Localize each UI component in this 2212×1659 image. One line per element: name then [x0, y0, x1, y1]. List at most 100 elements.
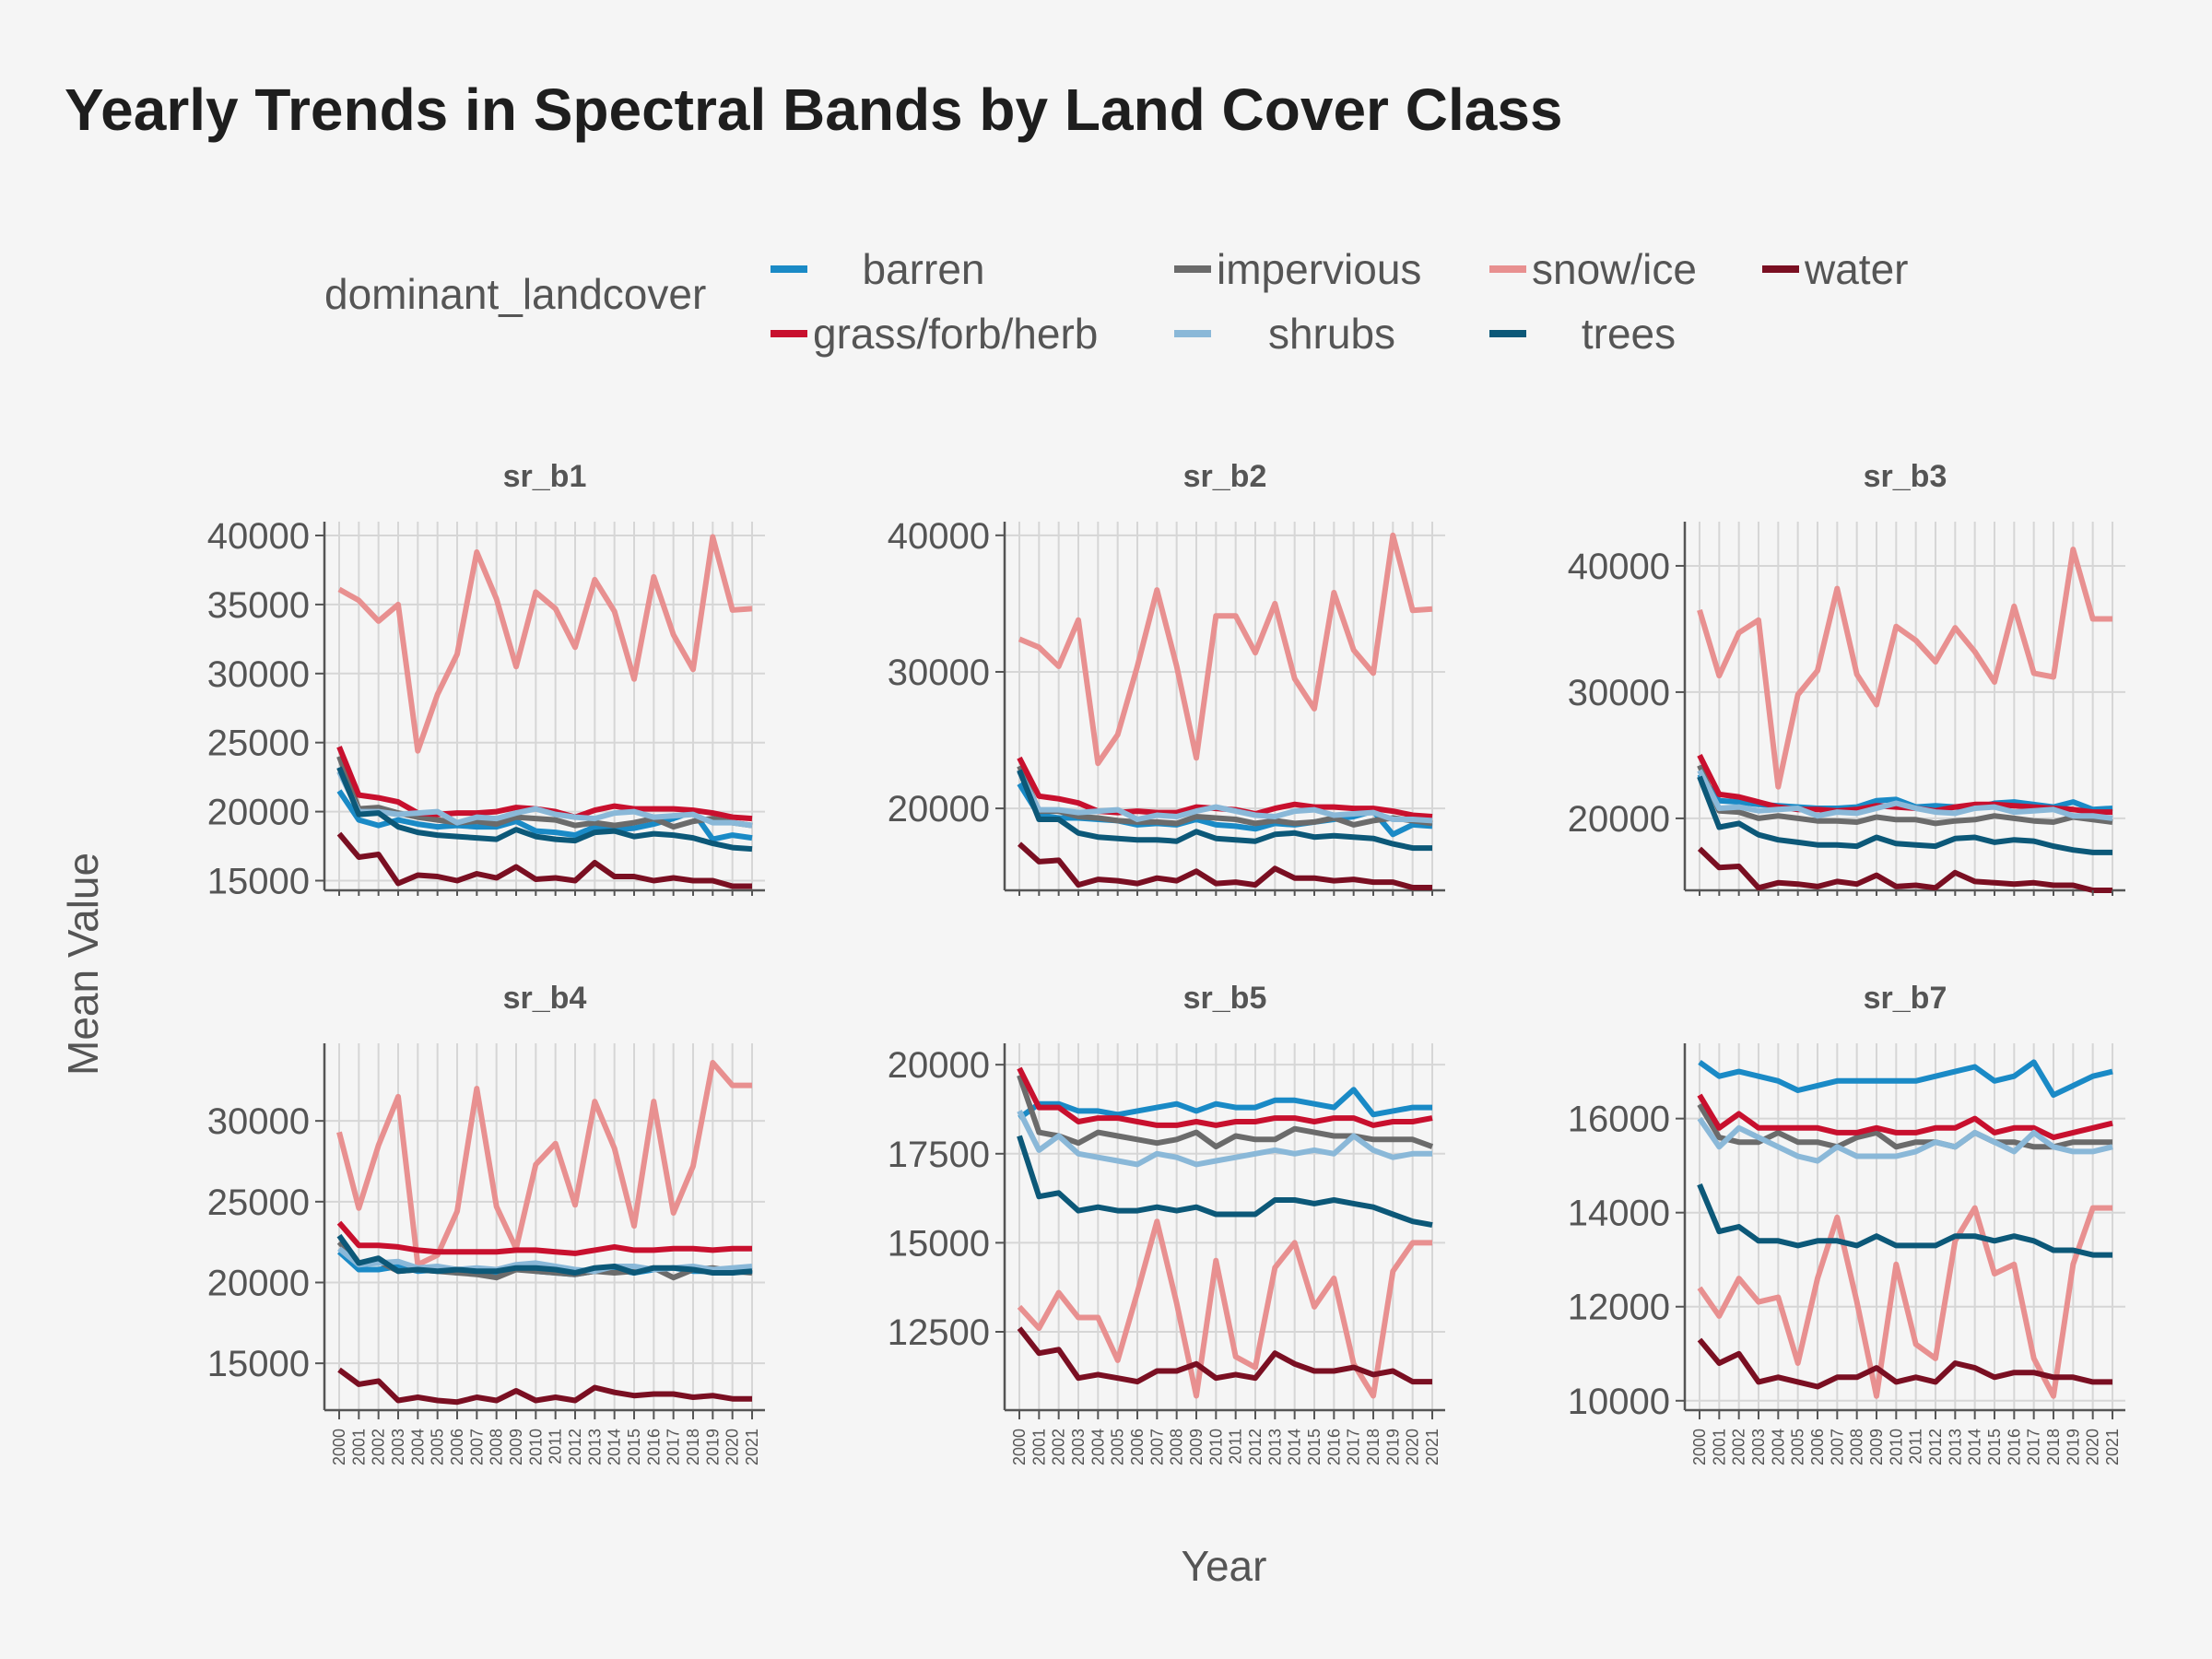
x-tick-label: 2012 — [566, 1429, 584, 1465]
series-line-shrubs — [1697, 769, 2113, 821]
x-tick-label: 2003 — [1069, 1429, 1088, 1465]
panel-title: sr_b2 — [1183, 459, 1267, 494]
y-tick-label: 20000 — [207, 793, 310, 833]
y-tick-label: 40000 — [888, 516, 990, 557]
y-tick-label: 12500 — [888, 1312, 990, 1353]
y-tick-label: 20000 — [888, 1045, 990, 1086]
x-tick-label: 2001 — [1030, 1429, 1048, 1465]
legend-label: impervious — [1217, 245, 1422, 293]
series-line-grass-forb-herb — [1697, 1093, 2113, 1141]
series-line-impervious — [1697, 764, 2113, 827]
x-tick-label: 2015 — [1305, 1429, 1324, 1465]
x-tick-label: 2019 — [1383, 1429, 1402, 1465]
series-line-impervious — [1697, 1102, 2112, 1150]
series-line-shrubs — [1697, 1116, 2113, 1164]
x-tick-label: 2000 — [330, 1429, 348, 1465]
x-tick-label: 2006 — [1128, 1429, 1147, 1465]
x-tick-label: 2017 — [2025, 1429, 2043, 1465]
x-tick-label: 2013 — [1265, 1429, 1284, 1465]
x-tick-label: 2016 — [1324, 1429, 1343, 1465]
series-line-water — [1697, 1337, 2112, 1390]
y-tick-label: 10000 — [1568, 1382, 1670, 1422]
y-tick-label: 40000 — [1568, 547, 1670, 587]
x-tick-label: 2008 — [1168, 1429, 1186, 1465]
x-tick-label: 2017 — [1345, 1429, 1363, 1465]
x-tick-label: 2005 — [429, 1429, 447, 1465]
x-tick-label: 2014 — [1286, 1429, 1304, 1465]
panel-sr_b1: sr_b1 15000 20000 25000 30000 35000 40000 — [207, 459, 765, 902]
series-line-water — [336, 831, 752, 889]
y-tick-label: 35000 — [207, 585, 310, 626]
y-tick-label: 25000 — [207, 1182, 310, 1223]
x-tick-label: 2010 — [1887, 1429, 1905, 1465]
x-tick-label: 2009 — [1187, 1429, 1206, 1465]
series-line-snow-ice — [1697, 547, 2112, 790]
series-line-grass-forb-herb — [1017, 1066, 1433, 1128]
panel-title: sr_b4 — [503, 981, 587, 1016]
series-line-shrubs — [1017, 1110, 1432, 1168]
y-tick-label: 12000 — [1568, 1288, 1670, 1328]
x-tick-label: 2006 — [448, 1429, 466, 1465]
x-tick-label: 2013 — [585, 1429, 604, 1465]
x-tick-label: 2014 — [606, 1429, 624, 1465]
series-line-grass-forb-herb — [336, 1220, 752, 1256]
series-line-trees — [1697, 1182, 2112, 1258]
legend-label: snow/ice — [1532, 245, 1697, 293]
legend-label: grass/forb/herb — [813, 310, 1099, 358]
series-line-barren — [1698, 1059, 2113, 1099]
series-line-water — [1017, 841, 1432, 890]
series-line-impervious — [1017, 765, 1433, 828]
legend-label: water — [1805, 245, 1909, 293]
y-tick-label: 14000 — [1568, 1194, 1670, 1234]
panel-sr_b3: sr_b3 20000 30000 40000 — [1568, 459, 2125, 896]
x-tick-label: 2000 — [1010, 1429, 1029, 1465]
x-tick-label: 2015 — [625, 1429, 643, 1465]
x-tick-label: 2012 — [1246, 1429, 1265, 1465]
y-tick-label: 20000 — [888, 789, 990, 830]
x-tick-label: 2007 — [1147, 1429, 1166, 1465]
y-tick-label: 20000 — [207, 1263, 310, 1303]
x-tick-label: 2008 — [1848, 1429, 1866, 1465]
x-tick-label: 2021 — [2103, 1429, 2122, 1465]
legend-key — [771, 265, 807, 273]
y-tick-label: 17500 — [888, 1135, 990, 1175]
x-tick-label: 2018 — [684, 1429, 702, 1465]
panel-title: sr_b1 — [503, 459, 587, 494]
series-line-water — [1017, 1326, 1432, 1385]
legend-key — [1489, 265, 1526, 273]
y-tick-label: 15000 — [207, 862, 310, 902]
x-tick-label: 2002 — [370, 1429, 388, 1465]
series-line-snow-ice — [1017, 1218, 1432, 1399]
legend-key — [771, 330, 807, 337]
x-tick-label: 2018 — [1364, 1429, 1382, 1465]
y-tick-label: 25000 — [207, 724, 310, 764]
panel-title: sr_b5 — [1183, 981, 1267, 1016]
x-tick-label: 2021 — [1423, 1429, 1441, 1465]
x-tick-label: 2011 — [547, 1429, 565, 1465]
x-tick-label: 2000 — [1690, 1429, 1709, 1465]
x-tick-label: 2019 — [703, 1429, 722, 1465]
chart-title: Yearly Trends in Spectral Bands by Land … — [65, 76, 1563, 143]
x-tick-label: 2019 — [2064, 1429, 2082, 1465]
series-line-shrubs — [336, 770, 753, 829]
x-tick-label: 2016 — [2005, 1429, 2023, 1465]
x-tick-label: 2020 — [724, 1429, 742, 1465]
x-tick-label: 2010 — [526, 1429, 545, 1465]
legend-key — [1174, 330, 1211, 337]
y-tick-label: 20000 — [1568, 799, 1670, 840]
x-tick-label: 2009 — [1867, 1429, 1886, 1465]
x-tick-label: 2004 — [1769, 1429, 1787, 1465]
x-tick-label: 2002 — [1730, 1429, 1748, 1465]
y-tick-label: 15000 — [207, 1344, 310, 1384]
panel-title: sr_b3 — [1864, 459, 1947, 494]
series-line-snow-ice — [1018, 532, 1433, 767]
x-tick-label: 2020 — [2084, 1429, 2102, 1465]
series-line-trees — [1017, 1135, 1433, 1229]
y-tick-label: 16000 — [1568, 1100, 1670, 1140]
series-line-trees — [1017, 769, 1432, 852]
series-line-trees — [336, 1233, 753, 1276]
x-tick-label: 2004 — [1088, 1429, 1107, 1465]
legend-label: barren — [862, 245, 985, 293]
